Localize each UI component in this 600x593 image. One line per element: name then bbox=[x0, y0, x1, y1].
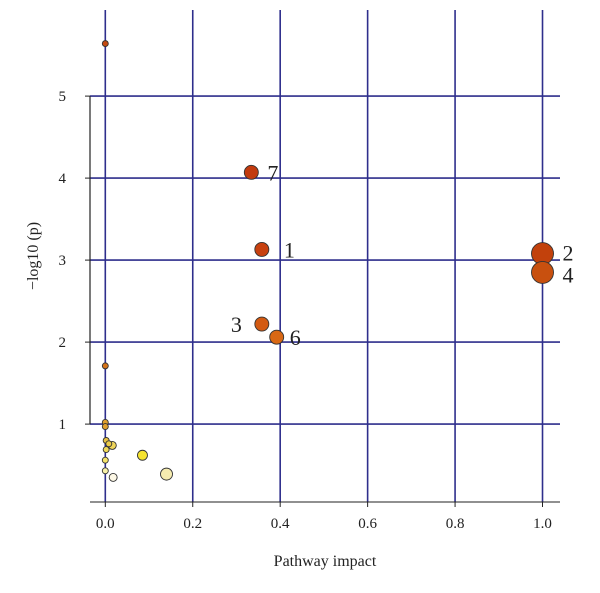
x-tick-label: 0.0 bbox=[96, 516, 115, 532]
data-point-5 bbox=[254, 316, 270, 332]
y-tick-label: 3 bbox=[59, 253, 67, 269]
data-point-13 bbox=[102, 446, 110, 453]
point-label-1: 1 bbox=[284, 237, 295, 262]
data-point-14 bbox=[137, 449, 148, 461]
y-tick-label: 2 bbox=[59, 335, 67, 351]
data-point-11 bbox=[105, 440, 113, 448]
point-label-3: 3 bbox=[231, 312, 242, 337]
point-labels: 7 1 24 3 6 bbox=[231, 160, 574, 350]
x-tick-label: 0.6 bbox=[358, 516, 377, 532]
point-label-4: 4 bbox=[563, 262, 574, 287]
data-point-1 bbox=[243, 164, 259, 180]
data-point-4 bbox=[531, 260, 554, 284]
data-point-15 bbox=[101, 456, 109, 464]
data-point-18 bbox=[108, 472, 118, 482]
point-label-2: 2 bbox=[563, 241, 574, 266]
y-tick-label: 5 bbox=[59, 89, 67, 105]
x-tick-label: 0.2 bbox=[183, 516, 202, 532]
data-point-16 bbox=[101, 467, 109, 475]
point-label-6: 6 bbox=[290, 325, 301, 350]
point-label-7: 7 bbox=[267, 160, 278, 185]
data-point-7 bbox=[101, 362, 109, 370]
data-point-9 bbox=[101, 423, 109, 431]
x-tick-label: 0.4 bbox=[271, 516, 290, 532]
y-tick-label: 1 bbox=[59, 417, 67, 433]
data-point-17 bbox=[160, 467, 173, 481]
data-point-0 bbox=[101, 40, 109, 48]
data-point-6 bbox=[269, 329, 285, 345]
x-tick-label: 1.0 bbox=[533, 516, 552, 532]
data-points bbox=[101, 40, 554, 482]
y-tick-label: 4 bbox=[59, 171, 67, 187]
y-tick-labels: 1 2 3 4 5 bbox=[59, 89, 90, 433]
x-tick-label: 0.8 bbox=[446, 516, 465, 532]
x-tick-labels: 0.0 0.2 0.4 0.6 0.8 1.0 bbox=[96, 502, 552, 532]
y-axis-title: −log10 (p) bbox=[25, 222, 42, 290]
axes bbox=[89, 96, 560, 503]
x-axis-title: Pathway impact bbox=[274, 553, 377, 570]
grid-lines bbox=[90, 10, 560, 502]
data-point-2 bbox=[254, 241, 270, 257]
